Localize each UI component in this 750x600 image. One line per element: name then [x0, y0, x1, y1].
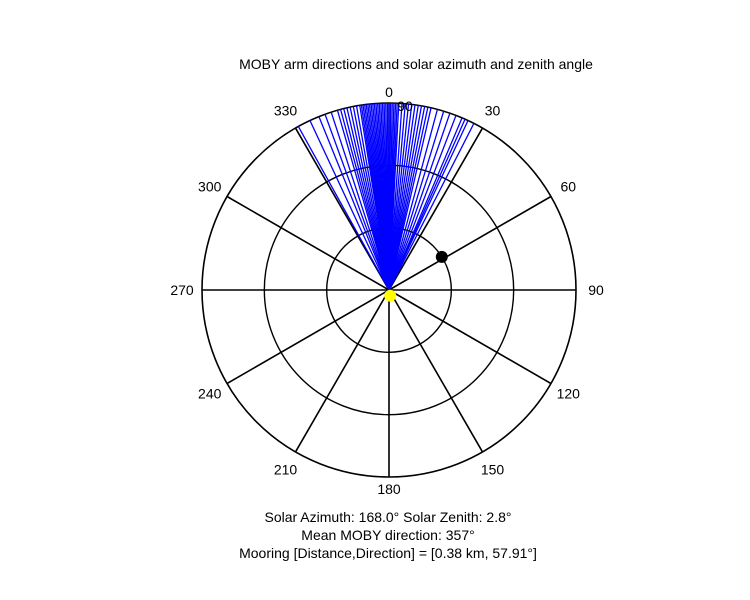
arm-line-4 [330, 111, 390, 291]
arm-line-48 [388, 110, 445, 291]
spoke-120 [388, 289, 552, 385]
angle-label-60: 60 [560, 179, 576, 195]
angle-label-0: 0 [385, 84, 393, 100]
spoke-60 [388, 195, 552, 291]
radial-tick-label: 90 [397, 98, 413, 114]
arm-line-0 [297, 126, 390, 291]
angle-label-210: 210 [274, 461, 298, 477]
arm-line-53 [388, 120, 469, 291]
sun-point [384, 289, 397, 302]
arm-line-47 [388, 109, 439, 291]
angle-label-240: 240 [198, 386, 222, 402]
arm-line-3 [324, 114, 390, 291]
spoke-150 [388, 289, 484, 453]
spoke-240 [226, 289, 390, 385]
mean-direction-caption: Mean MOBY direction: 357° [301, 527, 475, 543]
angle-label-120: 120 [557, 386, 581, 402]
arm-line-54 [388, 123, 475, 291]
moby-arm-lines [297, 103, 475, 291]
arm-line-2 [318, 116, 390, 291]
angle-label-90: 90 [588, 282, 604, 298]
solar-caption: Solar Azimuth: 168.0° Solar Zenith: 2.8° [264, 509, 512, 525]
arm-line-46 [388, 107, 432, 291]
arm-line-1 [309, 120, 390, 291]
spoke-300 [226, 195, 390, 291]
spoke-30 [388, 127, 484, 291]
arm-line-49 [388, 112, 451, 291]
angle-label-150: 150 [481, 461, 505, 477]
angle-label-300: 300 [198, 179, 222, 195]
markers [384, 250, 448, 302]
angle-tick-labels: 0 30 60 90 120 150 180 210 240 270 300 330 90 [170, 84, 604, 497]
chart-title: MOBY arm directions and solar azimuth an… [239, 56, 593, 72]
mooring-point [435, 250, 448, 263]
mooring-caption: Mooring [Distance,Direction] = [0.38 km,… [239, 545, 537, 561]
angle-label-330: 330 [274, 103, 298, 119]
spoke-210 [294, 289, 390, 453]
angle-label-30: 30 [485, 103, 501, 119]
arm-line-50 [388, 115, 457, 291]
angle-label-180: 180 [377, 481, 401, 497]
angle-label-270: 270 [170, 282, 194, 298]
